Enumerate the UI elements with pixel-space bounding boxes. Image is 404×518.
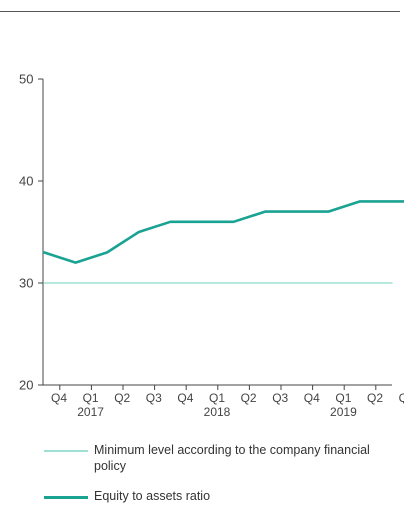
- legend: Minimum level according to the company f…: [44, 442, 384, 518]
- x-tick-label-0: Q4: [51, 391, 67, 405]
- x-tick-label-2: Q2: [114, 391, 130, 405]
- y-tick-label-20: 20: [19, 378, 33, 393]
- year-label-2017: 2017: [77, 405, 104, 419]
- x-tick-label-10: Q2: [367, 391, 383, 405]
- year-label-2019: 2019: [330, 405, 357, 419]
- top-divider: [0, 11, 400, 12]
- legend-item-minimum-level: Minimum level according to the company f…: [44, 442, 384, 474]
- x-tick-label-9: Q1: [335, 391, 351, 405]
- y-tick-label-50: 50: [19, 72, 33, 87]
- legend-swatch-equity-ratio: [44, 496, 88, 499]
- y-tick-label-30: 30: [19, 276, 33, 291]
- x-tick-label-5: Q1: [209, 391, 225, 405]
- year-label-2018: 2018: [204, 405, 231, 419]
- legend-label-equity-ratio: Equity to assets ratio: [94, 489, 211, 503]
- x-tick-label-6: Q2: [241, 391, 257, 405]
- x-tick-label-3: Q3: [146, 391, 162, 405]
- x-tick-label-11: Q3: [399, 391, 404, 405]
- legend-item-equity-ratio: Equity to assets ratio: [44, 488, 384, 504]
- x-tick-label-7: Q3: [272, 391, 288, 405]
- x-tick-label-8: Q4: [304, 391, 320, 405]
- line-chart: 20 30 40 50 Q4 Q1 Q2 Q3 Q4 Q1 Q2 Q3 Q4 Q1 Q2 Q3 2017 2018…: [19, 72, 404, 419]
- legend-label-minimum-level: Minimum level according to the company f…: [94, 443, 370, 473]
- y-tick-label-40: 40: [19, 174, 33, 189]
- equity-ratio-line: [42, 200, 404, 264]
- x-tick-label-1: Q1: [83, 391, 99, 405]
- legend-swatch-minimum-level: [44, 450, 88, 452]
- x-tick-label-4: Q4: [177, 391, 193, 405]
